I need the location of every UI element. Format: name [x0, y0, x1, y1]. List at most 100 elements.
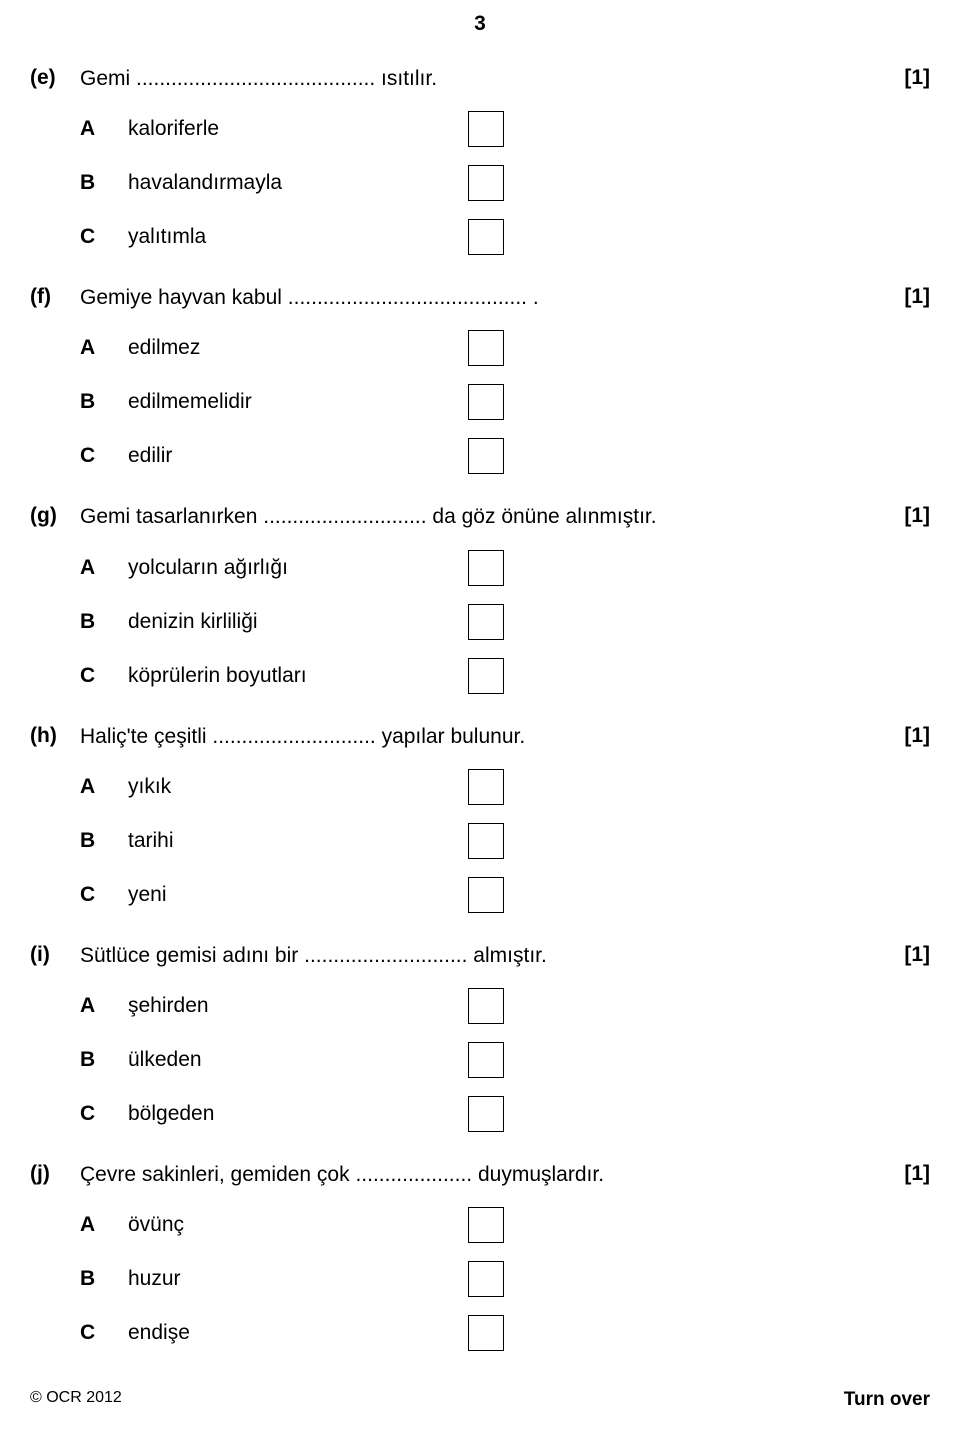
option-row: B tarihi: [30, 823, 930, 859]
option-text: şehirden: [128, 994, 468, 1018]
option-letter: A: [80, 117, 128, 141]
question-text: Haliç'te çeşitli .......................…: [80, 724, 870, 749]
question-marker: (i): [30, 943, 80, 967]
question-points: [1]: [870, 1162, 930, 1186]
checkbox[interactable]: [468, 165, 504, 201]
option-row: C bölgeden: [30, 1096, 930, 1132]
checkbox[interactable]: [468, 1207, 504, 1243]
option-row: B denizin kirliliği: [30, 604, 930, 640]
question-text: Gemi tasarlanırken .....................…: [80, 504, 870, 529]
question-marker: (h): [30, 724, 80, 748]
question-points: [1]: [870, 285, 930, 309]
turn-over: Turn over: [844, 1389, 930, 1411]
option-letter: B: [80, 171, 128, 195]
question-points: [1]: [870, 66, 930, 90]
question-text: Gemiye hayvan kabul ....................…: [80, 285, 870, 310]
checkbox[interactable]: [468, 823, 504, 859]
checkbox[interactable]: [468, 988, 504, 1024]
option-text: bölgeden: [128, 1102, 468, 1126]
option-letter: C: [80, 444, 128, 468]
option-row: C köprülerin boyutları: [30, 658, 930, 694]
option-text: havalandırmayla: [128, 171, 468, 195]
option-row: A övünç: [30, 1207, 930, 1243]
copyright: © OCR 2012: [30, 1389, 122, 1411]
option-letter: C: [80, 883, 128, 907]
option-text: endişe: [128, 1321, 468, 1345]
question-e: (e) Gemi ...............................…: [30, 66, 930, 255]
question-points: [1]: [870, 943, 930, 967]
checkbox[interactable]: [468, 877, 504, 913]
option-text: edilmez: [128, 336, 468, 360]
option-text: ülkeden: [128, 1048, 468, 1072]
checkbox[interactable]: [468, 219, 504, 255]
option-text: övünç: [128, 1213, 468, 1237]
checkbox[interactable]: [468, 438, 504, 474]
page-footer: © OCR 2012 Turn over: [30, 1389, 930, 1411]
checkbox[interactable]: [468, 550, 504, 586]
question-j: (j) Çevre sakinleri, gemiden çok .......…: [30, 1162, 930, 1351]
option-row: B havalandırmayla: [30, 165, 930, 201]
option-letter: C: [80, 664, 128, 688]
option-letter: C: [80, 1321, 128, 1345]
checkbox[interactable]: [468, 1096, 504, 1132]
checkbox[interactable]: [468, 384, 504, 420]
question-text: Sütlüce gemisi adını bir ...............…: [80, 943, 870, 968]
question-text: Çevre sakinleri, gemiden çok ...........…: [80, 1162, 870, 1187]
checkbox[interactable]: [468, 658, 504, 694]
option-row: C yeni: [30, 877, 930, 913]
option-letter: A: [80, 556, 128, 580]
option-letter: B: [80, 1267, 128, 1291]
question-marker: (e): [30, 66, 80, 90]
option-letter: B: [80, 610, 128, 634]
option-row: C edilir: [30, 438, 930, 474]
option-text: denizin kirliliği: [128, 610, 468, 634]
question-marker: (g): [30, 504, 80, 528]
option-row: A şehirden: [30, 988, 930, 1024]
option-letter: A: [80, 1213, 128, 1237]
question-g: (g) Gemi tasarlanırken .................…: [30, 504, 930, 693]
checkbox[interactable]: [468, 111, 504, 147]
option-text: kaloriferle: [128, 117, 468, 141]
question-points: [1]: [870, 504, 930, 528]
option-letter: C: [80, 1102, 128, 1126]
option-text: yolcuların ağırlığı: [128, 556, 468, 580]
option-text: edilir: [128, 444, 468, 468]
question-marker: (f): [30, 285, 80, 309]
checkbox[interactable]: [468, 769, 504, 805]
page-number: 3: [30, 0, 930, 36]
option-row: A edilmez: [30, 330, 930, 366]
checkbox[interactable]: [468, 1042, 504, 1078]
option-text: yeni: [128, 883, 468, 907]
option-row: B edilmemelidir: [30, 384, 930, 420]
option-text: tarihi: [128, 829, 468, 853]
question-h: (h) Haliç'te çeşitli ...................…: [30, 724, 930, 913]
option-text: yalıtımla: [128, 225, 468, 249]
checkbox[interactable]: [468, 1261, 504, 1297]
checkbox[interactable]: [468, 330, 504, 366]
question-text: Gemi ...................................…: [80, 66, 870, 91]
option-letter: B: [80, 1048, 128, 1072]
option-row: A kaloriferle: [30, 111, 930, 147]
question-f: (f) Gemiye hayvan kabul ................…: [30, 285, 930, 474]
option-row: C yalıtımla: [30, 219, 930, 255]
option-letter: A: [80, 775, 128, 799]
option-row: B ülkeden: [30, 1042, 930, 1078]
option-text: köprülerin boyutları: [128, 664, 468, 688]
option-letter: A: [80, 994, 128, 1018]
question-marker: (j): [30, 1162, 80, 1186]
option-letter: C: [80, 225, 128, 249]
option-text: huzur: [128, 1267, 468, 1291]
option-row: B huzur: [30, 1261, 930, 1297]
checkbox[interactable]: [468, 1315, 504, 1351]
question-i: (i) Sütlüce gemisi adını bir ...........…: [30, 943, 930, 1132]
option-row: C endişe: [30, 1315, 930, 1351]
option-row: A yıkık: [30, 769, 930, 805]
question-points: [1]: [870, 724, 930, 748]
option-letter: A: [80, 336, 128, 360]
option-text: edilmemelidir: [128, 390, 468, 414]
option-row: A yolcuların ağırlığı: [30, 550, 930, 586]
checkbox[interactable]: [468, 604, 504, 640]
option-letter: B: [80, 390, 128, 414]
option-text: yıkık: [128, 775, 468, 799]
option-letter: B: [80, 829, 128, 853]
